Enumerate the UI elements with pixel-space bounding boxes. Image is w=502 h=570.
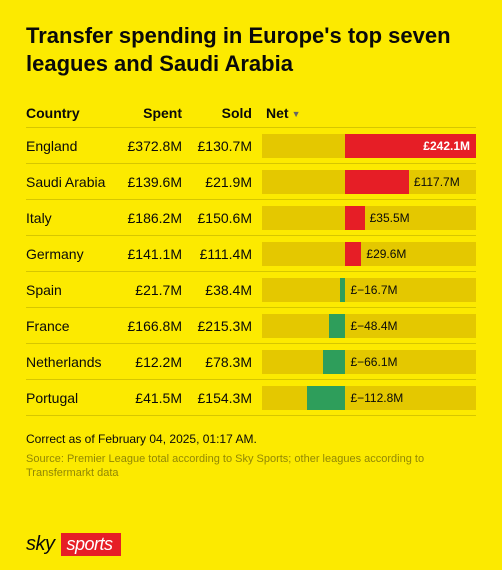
bar-track: £242.1M <box>262 134 476 158</box>
table-row: Portugal£41.5M£154.3M £−112.8M <box>26 380 476 416</box>
sky-sports-logo: sky sports <box>26 533 121 556</box>
table-header-row: Country Spent Sold Net ▼ <box>26 105 476 128</box>
net-bar-label: £−66.1M <box>350 350 397 374</box>
cell-spent: £186.2M <box>114 210 192 226</box>
table-row: Germany£141.1M£111.4M £29.6M <box>26 236 476 272</box>
cell-sold: £111.4M <box>192 246 262 262</box>
cell-country: England <box>26 138 114 154</box>
bar-track: £29.6M <box>262 242 476 266</box>
net-bar-label: £29.6M <box>366 242 406 266</box>
cell-sold: £21.9M <box>192 174 262 190</box>
cell-country: Netherlands <box>26 354 114 370</box>
cell-net-bar: £−112.8M <box>262 386 476 410</box>
cell-spent: £141.1M <box>114 246 192 262</box>
bar-track: £−16.7M <box>262 278 476 302</box>
cell-net-bar: £35.5M <box>262 206 476 230</box>
cell-sold: £154.3M <box>192 390 262 406</box>
cell-sold: £38.4M <box>192 282 262 298</box>
table-row: France£166.8M£215.3M £−48.4M <box>26 308 476 344</box>
table-row: Spain£21.7M£38.4M £−16.7M <box>26 272 476 308</box>
net-bar <box>323 350 346 374</box>
net-bar-label: £35.5M <box>370 206 410 230</box>
bar-track: £−66.1M <box>262 350 476 374</box>
cell-net-bar: £−48.4M <box>262 314 476 338</box>
bar-track: £−112.8M <box>262 386 476 410</box>
net-bar <box>307 386 346 410</box>
data-table: Country Spent Sold Net ▼ England£372.8M£… <box>26 105 476 416</box>
logo-sky-text: sky <box>26 533 55 556</box>
chart-title: Transfer spending in Europe's top seven … <box>26 22 476 77</box>
net-bar <box>329 314 346 338</box>
cell-country: Spain <box>26 282 114 298</box>
cell-spent: £372.8M <box>114 138 192 154</box>
net-bar <box>345 206 364 230</box>
cell-net-bar: £29.6M <box>262 242 476 266</box>
cell-spent: £166.8M <box>114 318 192 334</box>
col-header-net[interactable]: Net ▼ <box>262 105 476 121</box>
cell-net-bar: £242.1M <box>262 134 476 158</box>
cell-net-bar: £−16.7M <box>262 278 476 302</box>
cell-spent: £12.2M <box>114 354 192 370</box>
net-bar <box>345 170 408 194</box>
col-header-sold[interactable]: Sold <box>192 105 262 121</box>
sort-desc-icon: ▼ <box>292 109 301 119</box>
table-row: England£372.8M£130.7M £242.1M <box>26 128 476 164</box>
table-row: Italy£186.2M£150.6M £35.5M <box>26 200 476 236</box>
source-text: Source: Premier League total according t… <box>26 452 476 481</box>
net-bar-label: £−48.4M <box>350 314 397 338</box>
net-bar-label: £−16.7M <box>350 278 397 302</box>
cell-sold: £78.3M <box>192 354 262 370</box>
cell-sold: £130.7M <box>192 138 262 154</box>
cell-country: France <box>26 318 114 334</box>
cell-spent: £41.5M <box>114 390 192 406</box>
bar-track: £35.5M <box>262 206 476 230</box>
col-header-spent[interactable]: Spent <box>114 105 192 121</box>
cell-country: Germany <box>26 246 114 262</box>
col-header-country[interactable]: Country <box>26 105 114 121</box>
net-bar <box>345 242 361 266</box>
net-bar-label: £242.1M <box>423 134 470 158</box>
cell-net-bar: £117.7M <box>262 170 476 194</box>
cell-sold: £150.6M <box>192 210 262 226</box>
cell-net-bar: £−66.1M <box>262 350 476 374</box>
net-bar <box>340 278 346 302</box>
cell-country: Portugal <box>26 390 114 406</box>
net-bar-label: £117.7M <box>414 170 460 194</box>
bar-track: £117.7M <box>262 170 476 194</box>
cell-country: Saudi Arabia <box>26 174 114 190</box>
table-row: Netherlands£12.2M£78.3M £−66.1M <box>26 344 476 380</box>
cell-spent: £139.6M <box>114 174 192 190</box>
table-row: Saudi Arabia£139.6M£21.9M £117.7M <box>26 164 476 200</box>
chart-card: Transfer spending in Europe's top seven … <box>0 0 502 570</box>
cell-sold: £215.3M <box>192 318 262 334</box>
bar-track: £−48.4M <box>262 314 476 338</box>
net-bar-label: £−112.8M <box>350 386 403 410</box>
cell-spent: £21.7M <box>114 282 192 298</box>
col-header-net-label: Net <box>266 105 289 121</box>
cell-country: Italy <box>26 210 114 226</box>
logo-sports-text: sports <box>61 533 121 556</box>
footnote-text: Correct as of February 04, 2025, 01:17 A… <box>26 432 476 446</box>
